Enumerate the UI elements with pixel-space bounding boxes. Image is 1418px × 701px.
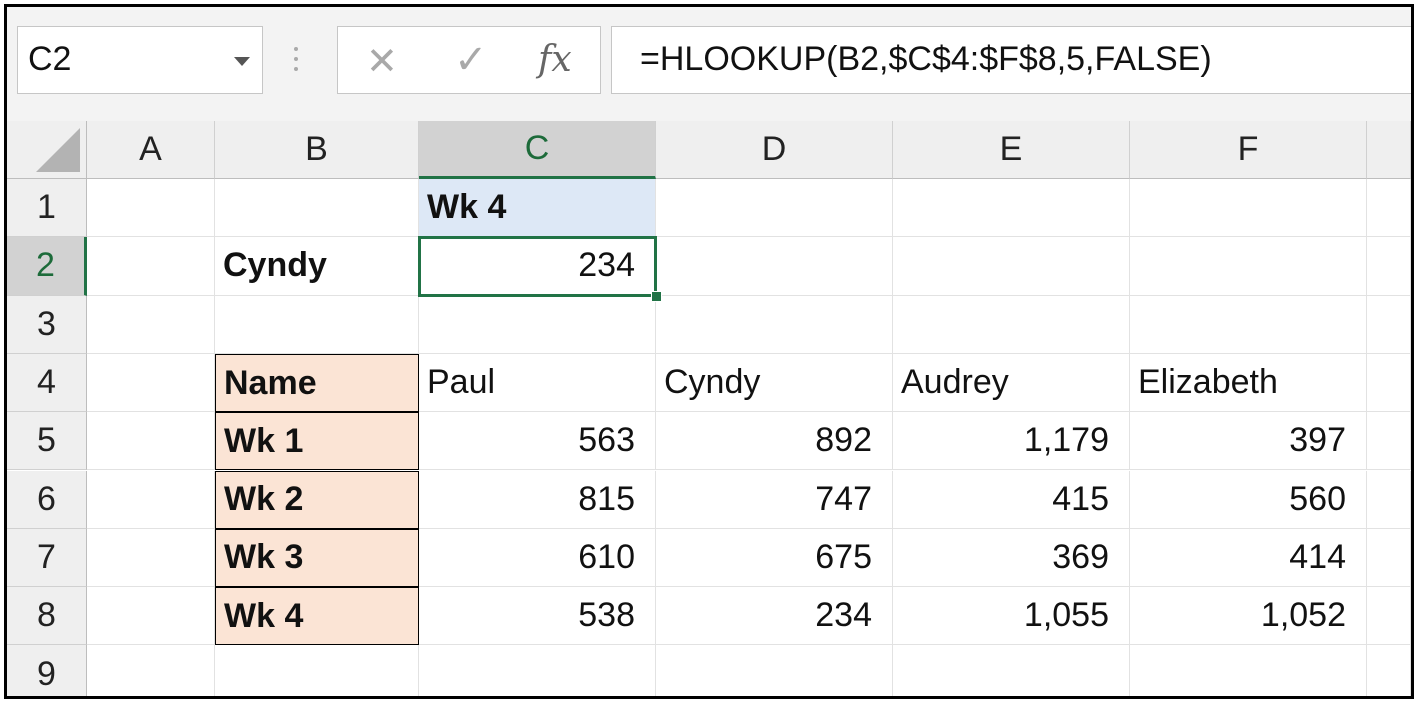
- fill-handle[interactable]: [651, 290, 662, 302]
- formula-text: =HLOOKUP(B2,$C$4:$F$8,5,FALSE): [640, 40, 1212, 78]
- chevron-down-icon[interactable]: [234, 57, 250, 66]
- cell-f8[interactable]: 1,052: [1130, 587, 1367, 646]
- select-all-button[interactable]: [7, 121, 87, 179]
- cell-a3[interactable]: [87, 295, 215, 354]
- cell-f4[interactable]: Elizabeth: [1130, 353, 1367, 413]
- column-header-d[interactable]: D: [656, 121, 893, 179]
- cell-a7[interactable]: [87, 528, 215, 588]
- cell-e3[interactable]: [893, 295, 1130, 354]
- cell-d4[interactable]: Cyndy: [656, 353, 893, 413]
- cell-b7[interactable]: Wk 3: [215, 528, 419, 588]
- formula-input[interactable]: =HLOOKUP(B2,$C$4:$F$8,5,FALSE): [611, 26, 1411, 94]
- row-header-3[interactable]: 3: [7, 295, 87, 354]
- cell-e5[interactable]: 1,179: [893, 412, 1130, 471]
- cell-c8[interactable]: 538: [419, 587, 656, 646]
- cell-filler[interactable]: [1367, 295, 1411, 354]
- cell-filler[interactable]: [1367, 353, 1411, 413]
- cell-e6[interactable]: 415: [893, 470, 1130, 529]
- cell-c2[interactable]: 234: [419, 237, 656, 296]
- cell-e2[interactable]: [893, 237, 1130, 296]
- column-header-e[interactable]: E: [893, 121, 1130, 179]
- cell-filler[interactable]: [1367, 179, 1411, 238]
- cell-filler[interactable]: [1367, 528, 1411, 588]
- formula-buttons: ✕ ✓ fx: [337, 26, 601, 94]
- row-header-5[interactable]: 5: [7, 412, 87, 471]
- cell-b8[interactable]: Wk 4: [215, 587, 419, 646]
- column-header-filler: [1367, 121, 1411, 179]
- cell-a5[interactable]: [87, 412, 215, 471]
- cell-a2[interactable]: [87, 237, 215, 296]
- insert-function-icon[interactable]: fx: [538, 39, 572, 80]
- cell-e1[interactable]: [893, 179, 1130, 238]
- formula-bar: C2 ✕ ✓ fx =HLOOKUP(B2,$C$4:$F$8,5,FALSE): [7, 7, 1411, 121]
- row-header-7[interactable]: 7: [7, 528, 87, 588]
- cell-a1[interactable]: [87, 179, 215, 238]
- cell-a6[interactable]: [87, 470, 215, 529]
- cell-b3[interactable]: [215, 295, 419, 354]
- drag-handle-icon[interactable]: [293, 47, 299, 75]
- column-header-a[interactable]: A: [87, 121, 215, 179]
- cell-c7[interactable]: 610: [419, 528, 656, 588]
- cell-e4[interactable]: Audrey: [893, 353, 1130, 413]
- cell-filler[interactable]: [1367, 470, 1411, 529]
- cell-b1[interactable]: [215, 179, 419, 238]
- cell-filler[interactable]: [1367, 645, 1411, 696]
- row-header-9[interactable]: 9: [7, 645, 87, 696]
- cell-filler[interactable]: [1367, 237, 1411, 296]
- cell-d9[interactable]: [656, 645, 893, 696]
- cell-d1[interactable]: [656, 179, 893, 238]
- cell-e9[interactable]: [893, 645, 1130, 696]
- select-all-icon: [36, 128, 80, 172]
- cell-f5[interactable]: 397: [1130, 412, 1367, 471]
- column-header-f[interactable]: F: [1130, 121, 1367, 179]
- cell-b4[interactable]: Name: [215, 353, 419, 413]
- row-header-1[interactable]: 1: [7, 179, 87, 238]
- cell-f6[interactable]: 560: [1130, 470, 1367, 529]
- cell-e8[interactable]: 1,055: [893, 587, 1130, 646]
- cell-d5[interactable]: 892: [656, 412, 893, 471]
- cell-d7[interactable]: 675: [656, 528, 893, 588]
- name-box[interactable]: C2: [17, 26, 263, 94]
- column-header-b[interactable]: B: [215, 121, 419, 179]
- name-box-value: C2: [28, 40, 72, 78]
- cell-a8[interactable]: [87, 587, 215, 646]
- cell-filler[interactable]: [1367, 587, 1411, 646]
- cell-f2[interactable]: [1130, 237, 1367, 296]
- cell-e7[interactable]: 369: [893, 528, 1130, 588]
- cell-b6[interactable]: Wk 2: [215, 470, 419, 529]
- row-header-2[interactable]: 2: [7, 237, 87, 296]
- cell-f9[interactable]: [1130, 645, 1367, 696]
- excel-window: C2 ✕ ✓ fx =HLOOKUP(B2,$C$4:$F$8,5,FALSE)…: [4, 4, 1414, 699]
- cell-b5[interactable]: Wk 1: [215, 412, 419, 471]
- cell-c4[interactable]: Paul: [419, 353, 656, 413]
- cell-d2[interactable]: [656, 237, 893, 296]
- cell-f1[interactable]: [1130, 179, 1367, 238]
- row-header-8[interactable]: 8: [7, 587, 87, 646]
- cell-c1[interactable]: Wk 4: [419, 179, 656, 238]
- cell-filler[interactable]: [1367, 412, 1411, 471]
- cell-c6[interactable]: 815: [419, 470, 656, 529]
- cell-f3[interactable]: [1130, 295, 1367, 354]
- cell-d3[interactable]: [656, 295, 893, 354]
- cell-a4[interactable]: [87, 353, 215, 413]
- cell-c3[interactable]: [419, 295, 656, 354]
- cell-d8[interactable]: 234: [656, 587, 893, 646]
- cell-c5[interactable]: 563: [419, 412, 656, 471]
- cell-b2[interactable]: Cyndy: [215, 237, 419, 296]
- cell-c9[interactable]: [419, 645, 656, 696]
- close-icon[interactable]: ✕: [366, 41, 398, 83]
- check-icon[interactable]: ✓: [454, 38, 488, 82]
- cell-f7[interactable]: 414: [1130, 528, 1367, 588]
- row-header-4[interactable]: 4: [7, 353, 87, 413]
- cell-a9[interactable]: [87, 645, 215, 696]
- cell-b9[interactable]: [215, 645, 419, 696]
- column-header-c[interactable]: C: [419, 121, 656, 179]
- row-header-6[interactable]: 6: [7, 470, 87, 529]
- cell-d6[interactable]: 747: [656, 470, 893, 529]
